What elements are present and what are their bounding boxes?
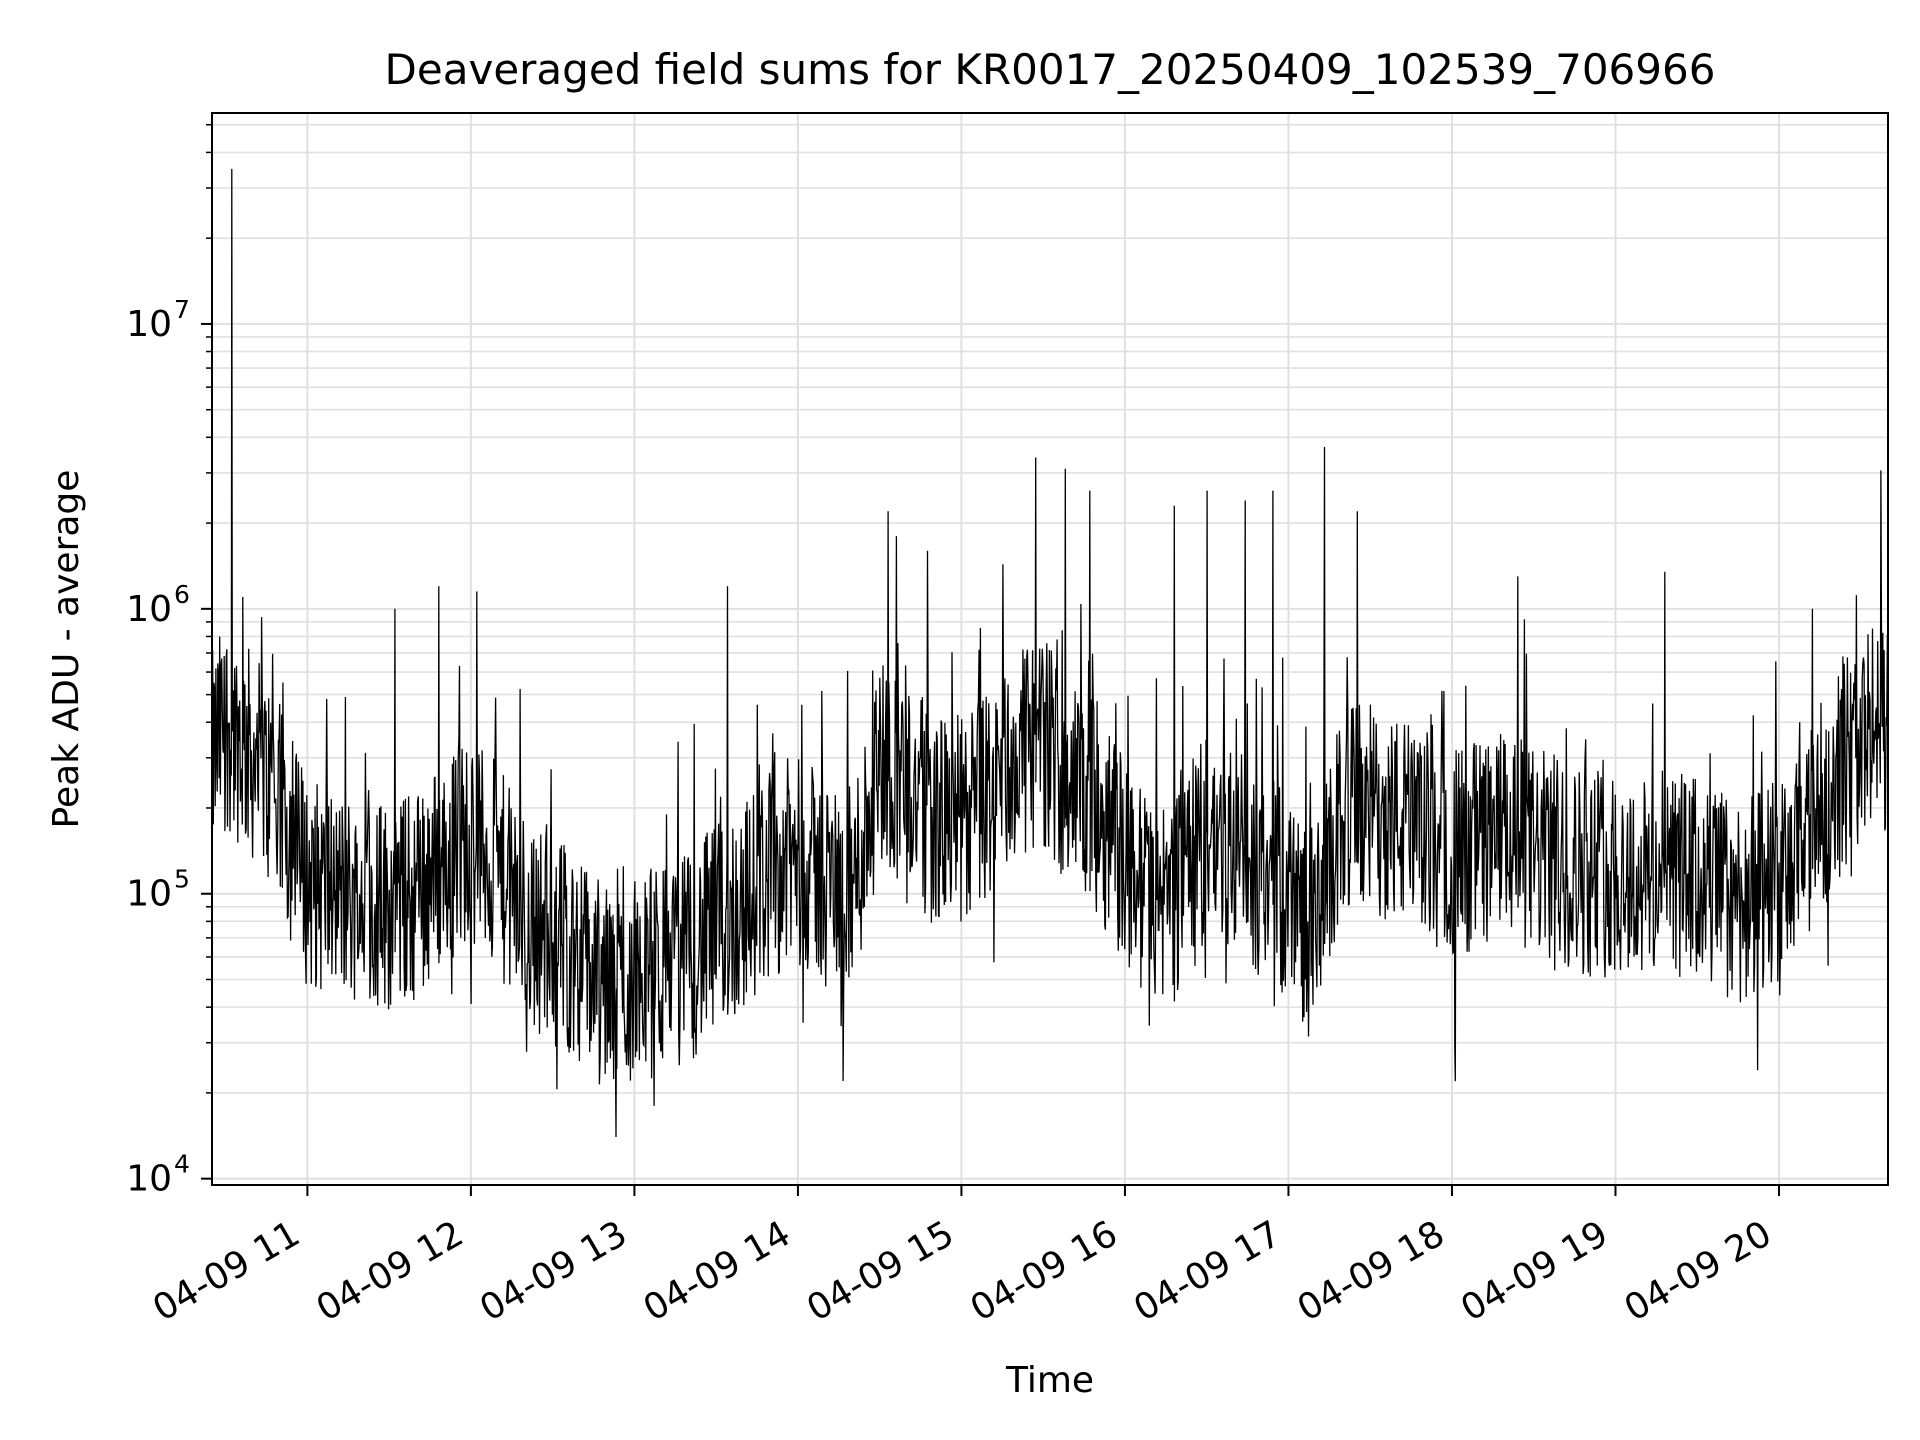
chart-title: Deaveraged field sums for KR0017_2025040… [385,45,1716,94]
y-tick-label: 10 [126,304,172,345]
y-tick-label-exponent: 7 [174,295,190,324]
axes-frame [211,112,1889,1186]
y-tick-label-exponent: 6 [174,580,190,609]
y-tick-label: 10 [126,589,172,630]
series-line [212,168,1888,1138]
y-axis-label: Peak ADU - average [46,470,87,829]
x-axis-label: Time [1005,1360,1094,1401]
plot-area [212,168,1888,1138]
y-tick-label: 10 [126,874,172,915]
y-tick-label-exponent: 5 [174,865,190,894]
y-tick-label: 10 [126,1159,172,1200]
y-tick-label-exponent: 4 [174,1150,190,1179]
